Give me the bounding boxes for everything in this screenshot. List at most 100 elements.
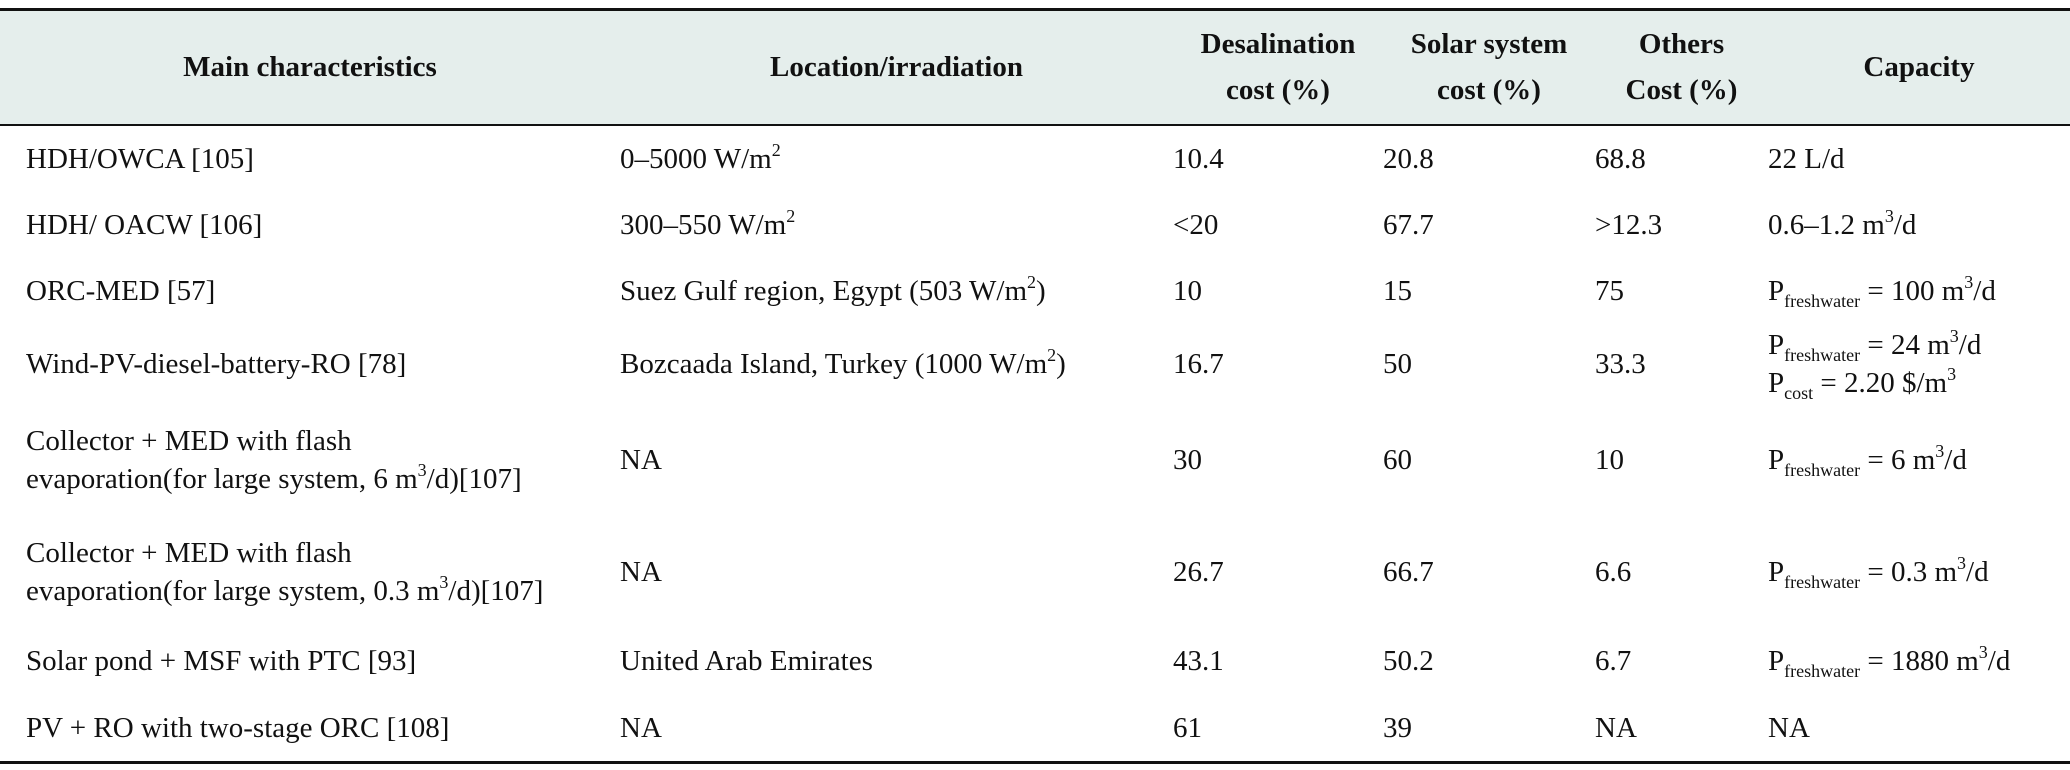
cell-text: NA [620,711,662,744]
cell-text: /d)[107] [448,574,544,607]
cell-text: /d [1893,208,1917,241]
cell-text: 60 [1383,443,1412,476]
table-cell: 15 [1383,258,1595,324]
header-text: Cost (%) [1625,74,1738,107]
table-row: HDH/ OACW [106] 300–550 W/m2 <20 67.7 >12.3 0… [0,192,2070,258]
cell-text: PV + RO with two-stage ORC [108] [26,711,450,744]
table-cell: Solar pond + MSF with PTC [93] [0,628,620,695]
subscript: freshwater [1784,571,1861,592]
superscript: 3 [417,459,427,480]
cell-text: = 24 m [1860,328,1950,361]
cell-line: 0.6–1.2 m3/d [1768,206,2070,244]
cell-text: P [1768,274,1785,307]
table-cell: NA [620,516,1173,628]
cell-text: 43.1 [1173,645,1224,677]
cell-text: P [1768,328,1785,361]
header-cell: Others Cost (%) [1595,10,1768,125]
cell-line: Collector + MED with flash [26,424,352,457]
cell-text: = 100 m [1860,274,1965,307]
table-cell: HDH/ OACW [106] [0,192,620,258]
cell-text: 0–5000 W/m [620,142,772,175]
header-text: Main characteristics [183,51,437,84]
table-cell: 50.2 [1383,628,1595,695]
cell-line: Bozcaada Island, Turkey (1000 W/m2) [620,345,1173,383]
table-cell: 20.8 [1383,125,1595,192]
cell-text: 10 [1595,443,1624,476]
table-cell: 0–5000 W/m2 [620,125,1173,192]
cell-text: 68.8 [1595,142,1646,175]
table-cell: 300–550 W/m2 [620,192,1173,258]
table-row: ORC-MED [57] Suez Gulf region, Egypt (503… [0,258,2070,324]
cell-text: P [1768,645,1785,677]
cell-text: Solar pond + MSF with PTC [93] [26,645,417,677]
superscript: 3 [439,571,449,592]
table-cell: 33.3 [1595,324,1768,404]
cell-text: NA [620,443,662,476]
cell-text: 0.6–1.2 m [1768,208,1885,241]
cell-text: 66.7 [1383,555,1434,588]
table-cell: 0.6–1.2 m3/d [1768,192,2070,258]
cell-text: Wind-PV-diesel-battery-RO [78] [26,347,407,380]
cell-text: 50 [1383,347,1412,380]
cell-text: 67.7 [1383,208,1434,241]
table-cell: Collector + MED with flash evaporation(fo… [0,404,620,516]
cell-line: Pfreshwater = 6 m3/d [1768,441,2070,479]
table-header: Main characteristics Location/irradiation… [0,9,2070,125]
table-cell: 6.6 [1595,516,1768,628]
table-row: Collector + MED with flash evaporation(fo… [0,404,2070,516]
header-text: Capacity [1863,51,1975,84]
table-cell: Bozcaada Island, Turkey (1000 W/m2) [620,324,1173,404]
superscript: 3 [1964,271,1974,292]
table-cell: Pfreshwater = 0.3 m3/d [1768,516,2070,628]
header-row: Main characteristics Location/irradiation… [0,9,2070,125]
cell-text: ) [1056,347,1066,380]
table-cell: 10 [1173,258,1383,324]
header-cell: Main characteristics [0,10,620,125]
cell-text: = 2.20 $/m [1813,366,1948,399]
header-cell: Location/irradiation [620,10,1173,125]
cell-text: = 0.3 m [1860,555,1958,588]
table-cell: Pfreshwater = 6 m3/d [1768,404,2070,516]
cell-text: 20.8 [1383,142,1434,175]
cell-text: 22 L/d [1768,142,1845,175]
subscript: freshwater [1784,290,1861,311]
table-cell: NA [1595,695,1768,763]
cell-text: 26.7 [1173,555,1224,588]
table-cell: 26.7 [1173,516,1383,628]
cell-line: Pfreshwater = 100 m3/d [1768,272,2070,310]
cell-line: Suez Gulf region, Egypt (503 W/m2) [620,272,1173,310]
table-cell: Pfreshwater = 24 m3/d Pcost = 2.20 $/m3 [1768,324,2070,404]
cell-text: evaporation(for large system, 0.3 m [26,574,440,607]
table-cell: 10.4 [1173,125,1383,192]
table-cell: NA [1768,695,2070,763]
cell-text: P [1768,443,1785,476]
header-text: cost (%) [1437,74,1541,107]
cell-text: 10 [1173,274,1202,307]
header-text: cost (%) [1226,74,1330,107]
cell-line: 0–5000 W/m2 [620,140,1173,178]
superscript: 3 [1884,205,1894,226]
cell-text: <20 [1173,208,1219,241]
table-cell: 30 [1173,404,1383,516]
cell-text: 15 [1383,274,1412,307]
cell-text: 10.4 [1173,142,1224,175]
cell-text: 16.7 [1173,347,1224,380]
cell-line: Pfreshwater = 1880 m3/d [1768,642,2070,680]
table-cell: NA [620,695,1173,763]
cell-text: evaporation(for large system, 6 m [26,462,418,495]
cell-text: HDH/ OACW [106] [26,208,263,241]
cell-text: /d [1966,555,1989,588]
table-cell: 67.7 [1383,192,1595,258]
superscript: 3 [1978,642,1988,662]
cell-text: NA [1595,711,1637,744]
cell-text: /d [1973,274,1996,307]
superscript: 2 [786,205,796,226]
table-cell: 39 [1383,695,1595,763]
superscript: 3 [1957,552,1967,573]
subscript: freshwater [1784,459,1861,480]
table-cell: HDH/OWCA [105] [0,125,620,192]
header-cell: Capacity [1768,10,2070,125]
cell-text: 39 [1383,711,1412,744]
table-row: HDH/OWCA [105] 0–5000 W/m2 10.4 20.8 68.8 22 … [0,125,2070,192]
